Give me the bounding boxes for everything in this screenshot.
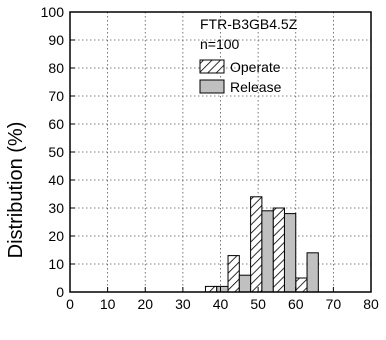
y-tick-label: 20	[48, 228, 64, 244]
legend: Operate Release	[199, 59, 282, 95]
legend-label-operate: Operate	[230, 59, 281, 75]
y-tick-label: 80	[48, 60, 64, 76]
x-tick-label: 10	[100, 296, 116, 312]
y-tick-label: 70	[48, 88, 64, 104]
annotation-box: FTR-B3GB4.5Z n=100	[200, 16, 298, 52]
bar-release	[261, 210, 274, 293]
bars-group	[204, 196, 319, 293]
bar-operate	[250, 196, 263, 293]
x-tick-label: 50	[250, 296, 266, 312]
y-tick-label: 100	[41, 4, 65, 20]
axis-ticks: 0 10 20 30 40 50 60 70 80 0 10 20 30 40 50 60 70 80 90 100	[41, 4, 379, 312]
y-tick-label: 30	[48, 200, 64, 216]
y-tick-label: 0	[56, 284, 64, 300]
x-tick-label: 80	[363, 296, 379, 312]
bar-release	[216, 285, 229, 293]
y-axis-label: Distribution (%)	[5, 122, 27, 259]
model-annotation: FTR-B3GB4.5Z	[200, 16, 298, 32]
x-tick-label: 0	[66, 296, 74, 312]
y-tick-label: 90	[48, 32, 64, 48]
bar-release	[238, 274, 252, 293]
y-tick-label: 60	[48, 116, 64, 132]
bar-operate	[204, 285, 218, 293]
bar-release	[283, 213, 297, 293]
sample-size-annotation: n=100	[200, 36, 240, 52]
x-tick-label: 60	[288, 296, 304, 312]
x-tick-label: 70	[326, 296, 342, 312]
legend-label-release: Release	[230, 79, 282, 95]
bar-release	[306, 252, 319, 293]
x-tick-label: 20	[137, 296, 153, 312]
legend-swatch-operate	[199, 59, 225, 74]
y-tick-label: 40	[48, 172, 64, 188]
bar-operate	[272, 207, 285, 293]
x-tick-label: 40	[213, 296, 229, 312]
bar-operate	[295, 277, 308, 293]
grid-lines	[70, 12, 371, 292]
bar-operate	[227, 255, 240, 293]
y-tick-label: 50	[48, 144, 64, 160]
y-tick-label: 10	[48, 256, 64, 272]
legend-swatch-release	[199, 79, 225, 94]
x-tick-label: 30	[175, 296, 191, 312]
